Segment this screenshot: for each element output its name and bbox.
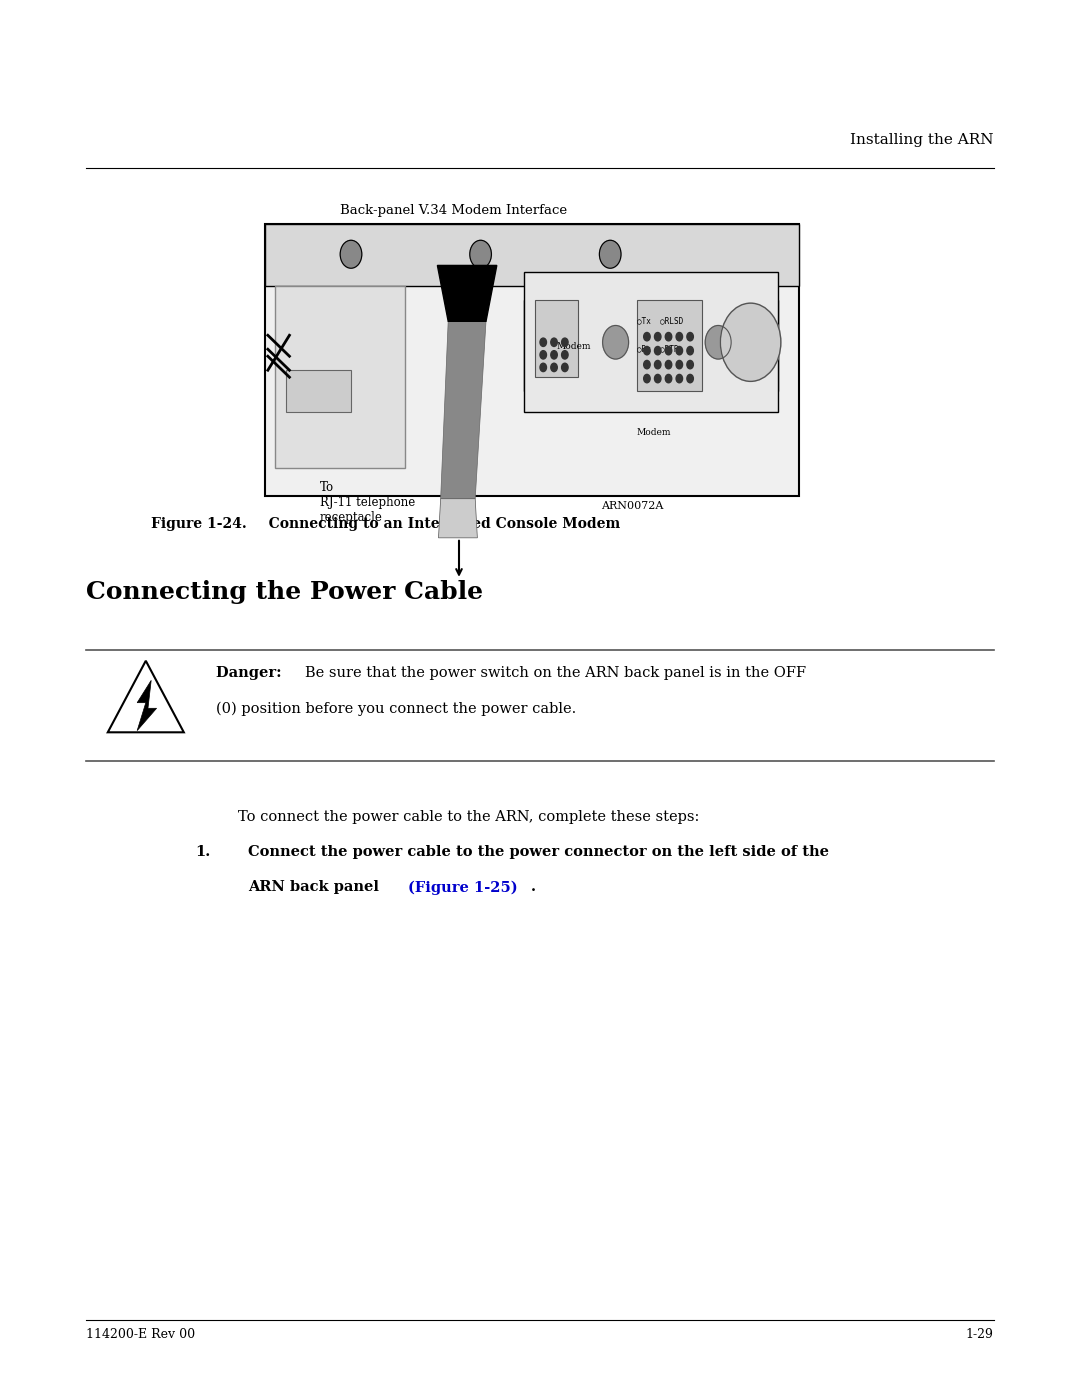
Circle shape (644, 346, 650, 355)
Polygon shape (108, 661, 184, 732)
Circle shape (676, 374, 683, 383)
Bar (637, 300, 702, 391)
Circle shape (687, 360, 693, 369)
Text: Connect the power cable to the power connector on the left side of the: Connect the power cable to the power con… (248, 845, 829, 859)
Text: Connecting the Power Cable: Connecting the Power Cable (86, 580, 484, 604)
Circle shape (562, 351, 568, 359)
Circle shape (603, 326, 629, 359)
Circle shape (644, 360, 650, 369)
Circle shape (599, 240, 621, 268)
Bar (524, 272, 778, 412)
Circle shape (644, 332, 650, 341)
Circle shape (470, 240, 491, 268)
Text: Danger:: Danger: (216, 666, 287, 680)
Text: Figure 1-24.: Figure 1-24. (151, 517, 247, 531)
Circle shape (676, 332, 683, 341)
Text: Connecting to an Integrated Console Modem: Connecting to an Integrated Console Mode… (254, 517, 620, 531)
Circle shape (562, 363, 568, 372)
Bar (535, 300, 578, 377)
FancyBboxPatch shape (265, 224, 799, 496)
Circle shape (705, 326, 731, 359)
Text: Be sure that the power switch on the ARN back panel is in the OFF: Be sure that the power switch on the ARN… (305, 666, 806, 680)
Circle shape (551, 351, 557, 359)
Circle shape (654, 374, 661, 383)
Circle shape (562, 338, 568, 346)
Circle shape (665, 360, 672, 369)
Polygon shape (441, 321, 486, 499)
Text: 1.: 1. (195, 845, 211, 859)
Text: Modem: Modem (556, 342, 591, 351)
Bar (275, 286, 405, 468)
Polygon shape (437, 265, 497, 321)
Text: ARN0072A: ARN0072A (600, 502, 663, 511)
Circle shape (551, 338, 557, 346)
Text: (Figure 1-25): (Figure 1-25) (408, 880, 518, 894)
Circle shape (540, 351, 546, 359)
Circle shape (665, 346, 672, 355)
Text: 114200-E Rev 00: 114200-E Rev 00 (86, 1329, 195, 1341)
Text: ○Tx  ○RLSD: ○Tx ○RLSD (637, 317, 684, 326)
Text: To connect the power cable to the ARN, complete these steps:: To connect the power cable to the ARN, c… (238, 810, 699, 824)
Text: 1-29: 1-29 (966, 1329, 994, 1341)
Circle shape (676, 346, 683, 355)
Circle shape (654, 360, 661, 369)
Circle shape (687, 346, 693, 355)
Text: ARN back panel: ARN back panel (248, 880, 384, 894)
Circle shape (665, 332, 672, 341)
Circle shape (540, 363, 546, 372)
Circle shape (654, 332, 661, 341)
Circle shape (340, 240, 362, 268)
Circle shape (676, 360, 683, 369)
Text: (0) position before you connect the power cable.: (0) position before you connect the powe… (216, 701, 577, 715)
Bar (524, 300, 778, 391)
Text: Installing the ARN: Installing the ARN (850, 133, 994, 147)
Polygon shape (137, 680, 157, 731)
Bar (286, 370, 351, 412)
Circle shape (644, 374, 650, 383)
Circle shape (654, 346, 661, 355)
Circle shape (551, 363, 557, 372)
Bar (265, 224, 799, 286)
Text: ○Rx  ○DTR: ○Rx ○DTR (637, 345, 679, 353)
Text: Back-panel V.34 Modem Interface: Back-panel V.34 Modem Interface (340, 204, 567, 217)
Text: To
RJ-11 telephone
receptacle: To RJ-11 telephone receptacle (320, 481, 415, 524)
Polygon shape (438, 499, 477, 538)
Text: .: . (531, 880, 537, 894)
Circle shape (665, 374, 672, 383)
Text: Modem: Modem (636, 429, 671, 437)
Circle shape (687, 374, 693, 383)
Circle shape (540, 338, 546, 346)
Circle shape (687, 332, 693, 341)
Circle shape (720, 303, 781, 381)
